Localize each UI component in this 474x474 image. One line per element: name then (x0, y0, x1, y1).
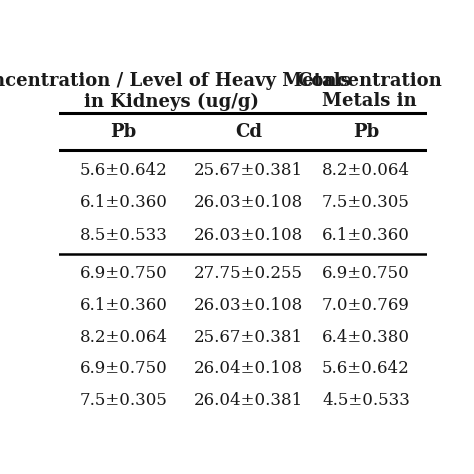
Text: 6.4±0.380: 6.4±0.380 (322, 328, 410, 346)
Text: 7.5±0.305: 7.5±0.305 (322, 194, 410, 211)
Text: 6.9±0.750: 6.9±0.750 (80, 360, 167, 377)
Text: Metals in: Metals in (322, 92, 417, 110)
Text: 8.2±0.064: 8.2±0.064 (322, 162, 410, 179)
Text: 8.5±0.533: 8.5±0.533 (80, 227, 167, 244)
Text: Pb: Pb (110, 123, 137, 141)
Text: 6.1±0.360: 6.1±0.360 (322, 227, 410, 244)
Text: 7.5±0.305: 7.5±0.305 (80, 392, 167, 409)
Text: 25.67±0.381: 25.67±0.381 (194, 328, 303, 346)
Text: Cd: Cd (235, 123, 262, 141)
Text: 26.03±0.108: 26.03±0.108 (194, 297, 303, 314)
Text: 5.6±0.642: 5.6±0.642 (80, 162, 167, 179)
Text: 26.04±0.108: 26.04±0.108 (194, 360, 303, 377)
Text: 27.75±0.255: 27.75±0.255 (194, 265, 303, 282)
Text: 8.2±0.064: 8.2±0.064 (80, 328, 167, 346)
Text: Concentration: Concentration (297, 72, 442, 90)
Text: 5.6±0.642: 5.6±0.642 (322, 360, 410, 377)
Text: 6.1±0.360: 6.1±0.360 (80, 297, 167, 314)
Text: 26.03±0.108: 26.03±0.108 (194, 227, 303, 244)
Text: 6.9±0.750: 6.9±0.750 (322, 265, 410, 282)
Text: 4.5±0.533: 4.5±0.533 (322, 392, 410, 409)
Text: 6.1±0.360: 6.1±0.360 (80, 194, 167, 211)
Text: 26.04±0.381: 26.04±0.381 (194, 392, 303, 409)
Text: 26.03±0.108: 26.03±0.108 (194, 194, 303, 211)
Text: ncentration / Level of Heavy Metals: ncentration / Level of Heavy Metals (0, 72, 351, 90)
Text: 25.67±0.381: 25.67±0.381 (194, 162, 303, 179)
Text: in Kidneys (ug/g): in Kidneys (ug/g) (84, 92, 259, 110)
Text: 6.9±0.750: 6.9±0.750 (80, 265, 167, 282)
Text: 7.0±0.769: 7.0±0.769 (322, 297, 410, 314)
Text: Pb: Pb (353, 123, 379, 141)
